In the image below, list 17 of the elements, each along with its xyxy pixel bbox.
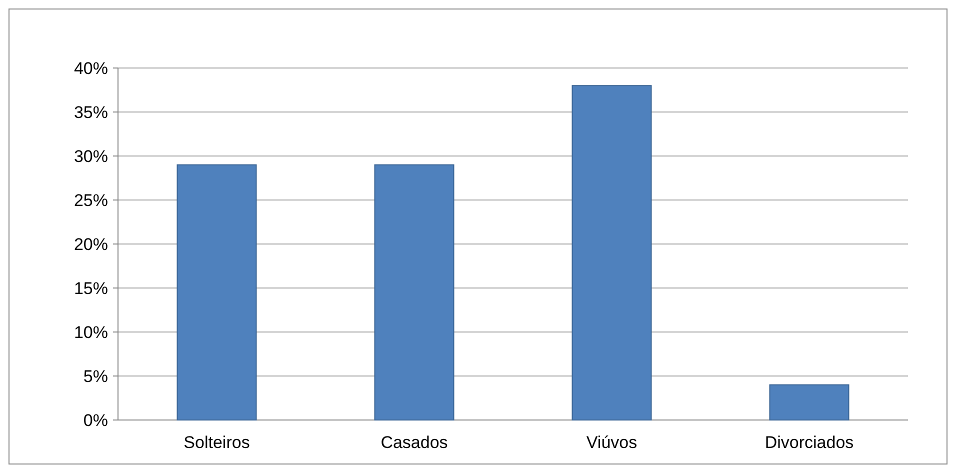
y-tick-label: 40%	[74, 58, 108, 78]
y-tick-label: 25%	[74, 190, 108, 210]
x-tick-label: Divorciados	[764, 433, 854, 452]
y-tick-label: 20%	[74, 234, 108, 254]
y-tick-label: 15%	[74, 278, 108, 298]
bar	[176, 164, 257, 420]
x-tick-label: Solteiros	[184, 433, 250, 452]
x-tick-label: Casados	[380, 433, 448, 452]
bar	[374, 164, 454, 420]
y-tick-label: 10%	[74, 322, 108, 342]
y-tick-label: 0%	[83, 410, 108, 430]
y-tick-label: 30%	[74, 146, 108, 166]
x-tick-label: Viúvos	[586, 433, 638, 452]
bar	[572, 85, 652, 420]
y-tick-label: 35%	[74, 102, 108, 122]
bar	[769, 384, 850, 420]
y-tick-label: 5%	[83, 366, 108, 386]
